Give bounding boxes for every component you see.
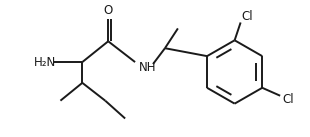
Text: O: O — [104, 4, 113, 17]
Text: Cl: Cl — [241, 10, 253, 23]
Text: H₂N: H₂N — [34, 56, 57, 68]
Text: Cl: Cl — [282, 93, 294, 106]
Text: NH: NH — [139, 61, 157, 74]
